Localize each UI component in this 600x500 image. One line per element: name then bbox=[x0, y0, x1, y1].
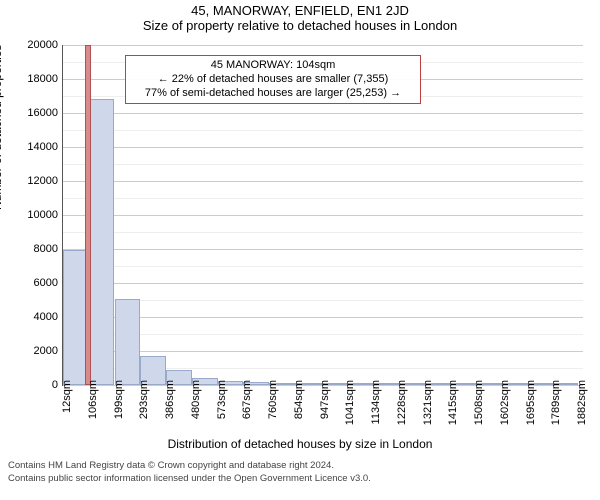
y-tick-label: 12000 bbox=[8, 176, 58, 187]
y-tick-label: 2000 bbox=[8, 346, 58, 357]
x-tick-label: 386sqm bbox=[165, 380, 176, 428]
plot-area: 45 MANORWAY: 104sqm← 22% of detached hou… bbox=[62, 45, 583, 386]
gridline-minor bbox=[63, 232, 583, 233]
x-tick-label: 667sqm bbox=[242, 380, 253, 428]
x-tick-label: 947sqm bbox=[320, 380, 331, 428]
x-tick-label: 1789sqm bbox=[551, 380, 562, 428]
footnote-line-2: Contains public sector information licen… bbox=[8, 472, 594, 485]
x-tick-label: 1882sqm bbox=[577, 380, 588, 428]
gridline-minor bbox=[63, 334, 583, 335]
y-tick-label: 20000 bbox=[8, 40, 58, 51]
x-tick-label: 480sqm bbox=[191, 380, 202, 428]
x-tick-label: 293sqm bbox=[139, 380, 150, 428]
x-tick-label: 760sqm bbox=[268, 380, 279, 428]
gridline-major bbox=[63, 317, 583, 318]
page-title: 45, MANORWAY, ENFIELD, EN1 2JD bbox=[0, 0, 600, 18]
x-tick-label: 573sqm bbox=[217, 380, 228, 428]
gridline-minor bbox=[63, 300, 583, 301]
gridline-minor bbox=[63, 266, 583, 267]
gridline-major bbox=[63, 147, 583, 148]
chart-container: Number of detached properties 45 MANORWA… bbox=[0, 35, 600, 455]
x-tick-label: 854sqm bbox=[294, 380, 305, 428]
footnote-line-1: Contains HM Land Registry data © Crown c… bbox=[8, 459, 594, 472]
gridline-major bbox=[63, 113, 583, 114]
y-tick-label: 6000 bbox=[8, 278, 58, 289]
y-axis-label: Number of detached properties bbox=[0, 45, 4, 210]
y-tick-label: 8000 bbox=[8, 244, 58, 255]
x-tick-label: 1602sqm bbox=[500, 380, 511, 428]
gridline-minor bbox=[63, 164, 583, 165]
gridline-major bbox=[63, 249, 583, 250]
y-tick-label: 4000 bbox=[8, 312, 58, 323]
y-tick-label: 10000 bbox=[8, 210, 58, 221]
annotation-line: ← 22% of detached houses are smaller (7,… bbox=[132, 72, 414, 86]
gridline-major bbox=[63, 283, 583, 284]
x-tick-label: 1415sqm bbox=[448, 380, 459, 428]
x-tick-label: 1321sqm bbox=[423, 380, 434, 428]
x-tick-label: 1134sqm bbox=[371, 380, 382, 428]
x-tick-label: 1508sqm bbox=[474, 380, 485, 428]
x-tick-label: 12sqm bbox=[62, 380, 73, 428]
page-subtitle: Size of property relative to detached ho… bbox=[0, 18, 600, 35]
y-tick-label: 0 bbox=[8, 380, 58, 391]
x-tick-label: 1695sqm bbox=[526, 380, 537, 428]
gridline-minor bbox=[63, 130, 583, 131]
x-axis-label: Distribution of detached houses by size … bbox=[0, 437, 600, 451]
annotation-line: 77% of semi-detached houses are larger (… bbox=[132, 86, 414, 100]
annotation-box: 45 MANORWAY: 104sqm← 22% of detached hou… bbox=[125, 55, 421, 104]
x-tick-label: 106sqm bbox=[88, 380, 99, 428]
footnote: Contains HM Land Registry data © Crown c… bbox=[0, 455, 600, 485]
y-tick-label: 14000 bbox=[8, 142, 58, 153]
x-tick-label: 199sqm bbox=[114, 380, 125, 428]
subject-property-marker bbox=[85, 45, 91, 385]
x-tick-label: 1228sqm bbox=[397, 380, 408, 428]
y-tick-label: 16000 bbox=[8, 108, 58, 119]
gridline-major bbox=[63, 181, 583, 182]
gridline-major bbox=[63, 215, 583, 216]
annotation-line: 45 MANORWAY: 104sqm bbox=[132, 58, 414, 72]
histogram-bar bbox=[89, 99, 115, 385]
y-tick-label: 18000 bbox=[8, 74, 58, 85]
gridline-major bbox=[63, 45, 583, 46]
gridline-major bbox=[63, 351, 583, 352]
x-tick-label: 1041sqm bbox=[345, 380, 356, 428]
histogram-bar bbox=[115, 299, 141, 385]
gridline-minor bbox=[63, 198, 583, 199]
